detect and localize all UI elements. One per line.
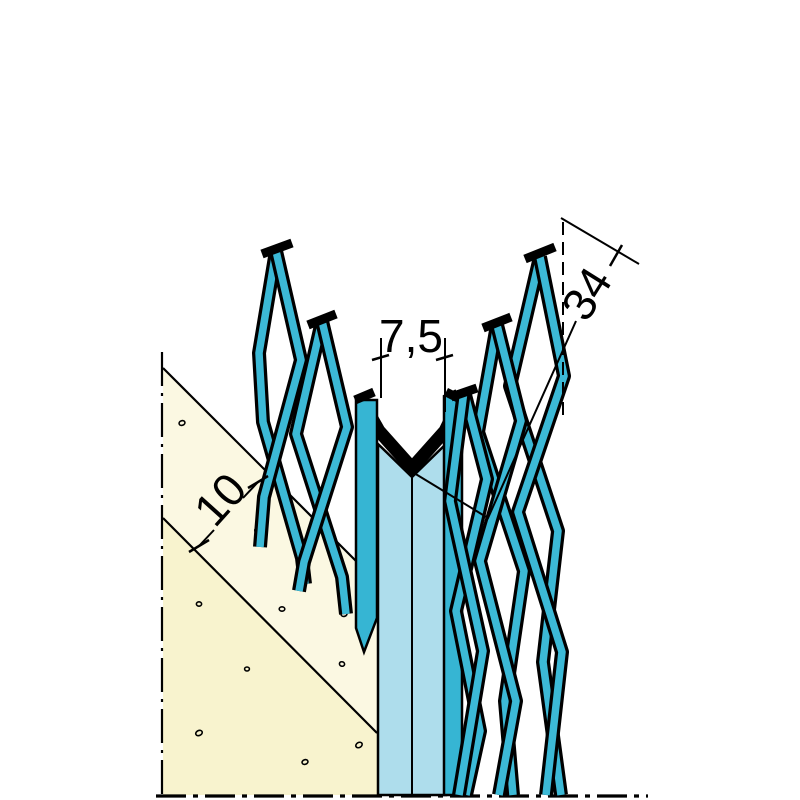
bead-channel: [353, 387, 467, 797]
dim-tick: [371, 353, 390, 362]
dim-tick: [608, 244, 624, 267]
left-flange-strip: [354, 398, 379, 656]
wing-width-label: 34: [551, 258, 622, 329]
wall-substrate: [163, 518, 377, 795]
mesh-wing-right: [443, 255, 571, 797]
plaster-layer: [163, 368, 377, 733]
mesh-wing-left: [252, 249, 354, 615]
dim-tick: [188, 538, 210, 554]
dim-tick: [247, 474, 269, 490]
dim-line: [560, 217, 640, 265]
dimension-groove-width: 7,5: [371, 310, 454, 412]
wall-surface-line: [162, 517, 378, 734]
groove-width-label: 7,5: [379, 310, 443, 362]
left-horn-cap: [353, 387, 376, 405]
stipple-dots: [178, 419, 363, 766]
mesh-tip-caps: [260, 238, 557, 402]
leader-line: [413, 320, 577, 520]
dim-tick: [435, 353, 454, 362]
